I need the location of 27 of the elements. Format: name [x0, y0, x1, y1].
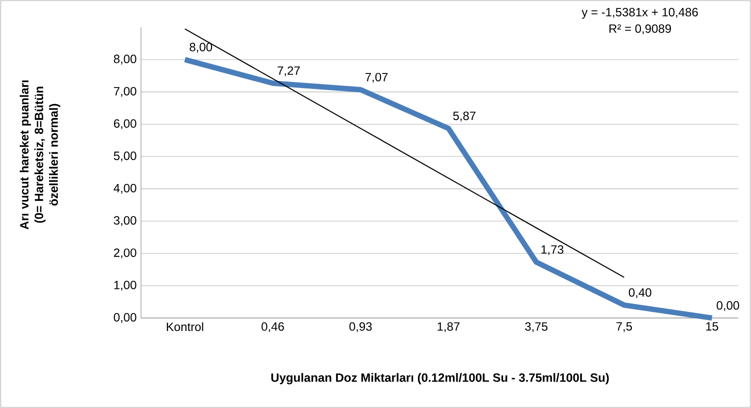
data-label: 7,27 [278, 66, 300, 76]
x-tick-label: Kontrol [166, 322, 204, 332]
x-axis-title: Uygulanan Doz Miktarları (0.12ml/100L Su - 3.75ml/100L Su) [271, 373, 609, 384]
x-tick-label: 3,75 [525, 322, 548, 332]
y-tick-label: 8,00 [114, 54, 136, 65]
x-tick-label: 0,46 [262, 322, 284, 332]
x-tick-label: 1,87 [438, 322, 460, 332]
data-label: 0,40 [628, 288, 652, 298]
x-tick-label: 0,93 [349, 322, 372, 332]
y-tick-label: 6,00 [114, 119, 136, 130]
annotation: R² = 0,9089 [609, 24, 671, 34]
y-tick-label: 7,00 [114, 86, 136, 97]
y-tick-label: 0,00 [114, 313, 136, 323]
y-tick-label: 2,00 [114, 248, 136, 258]
y-tick-label: 5,00 [114, 152, 136, 162]
data-label: 8,00 [190, 42, 212, 53]
data-label: 5,87 [453, 112, 476, 122]
x-tick-label: 7,5 [616, 322, 632, 332]
x-tick-label: 15 [706, 322, 718, 331]
y-tick-label: 3,00 [114, 216, 136, 226]
y-axis-title: Arı vucut hareket puanları (0= Hareketsiz, 8=Bütün özellikleri normal) [20, 80, 60, 230]
y-tick-label: 1,00 [114, 280, 136, 291]
data-label: 1,73 [541, 245, 564, 256]
data-label: 7,07 [365, 72, 388, 83]
data-label: 0,00 [716, 301, 740, 312]
y-tick-label: 4,00 [114, 184, 136, 194]
text: y = -1,5381x + 10,486 [582, 8, 698, 19]
